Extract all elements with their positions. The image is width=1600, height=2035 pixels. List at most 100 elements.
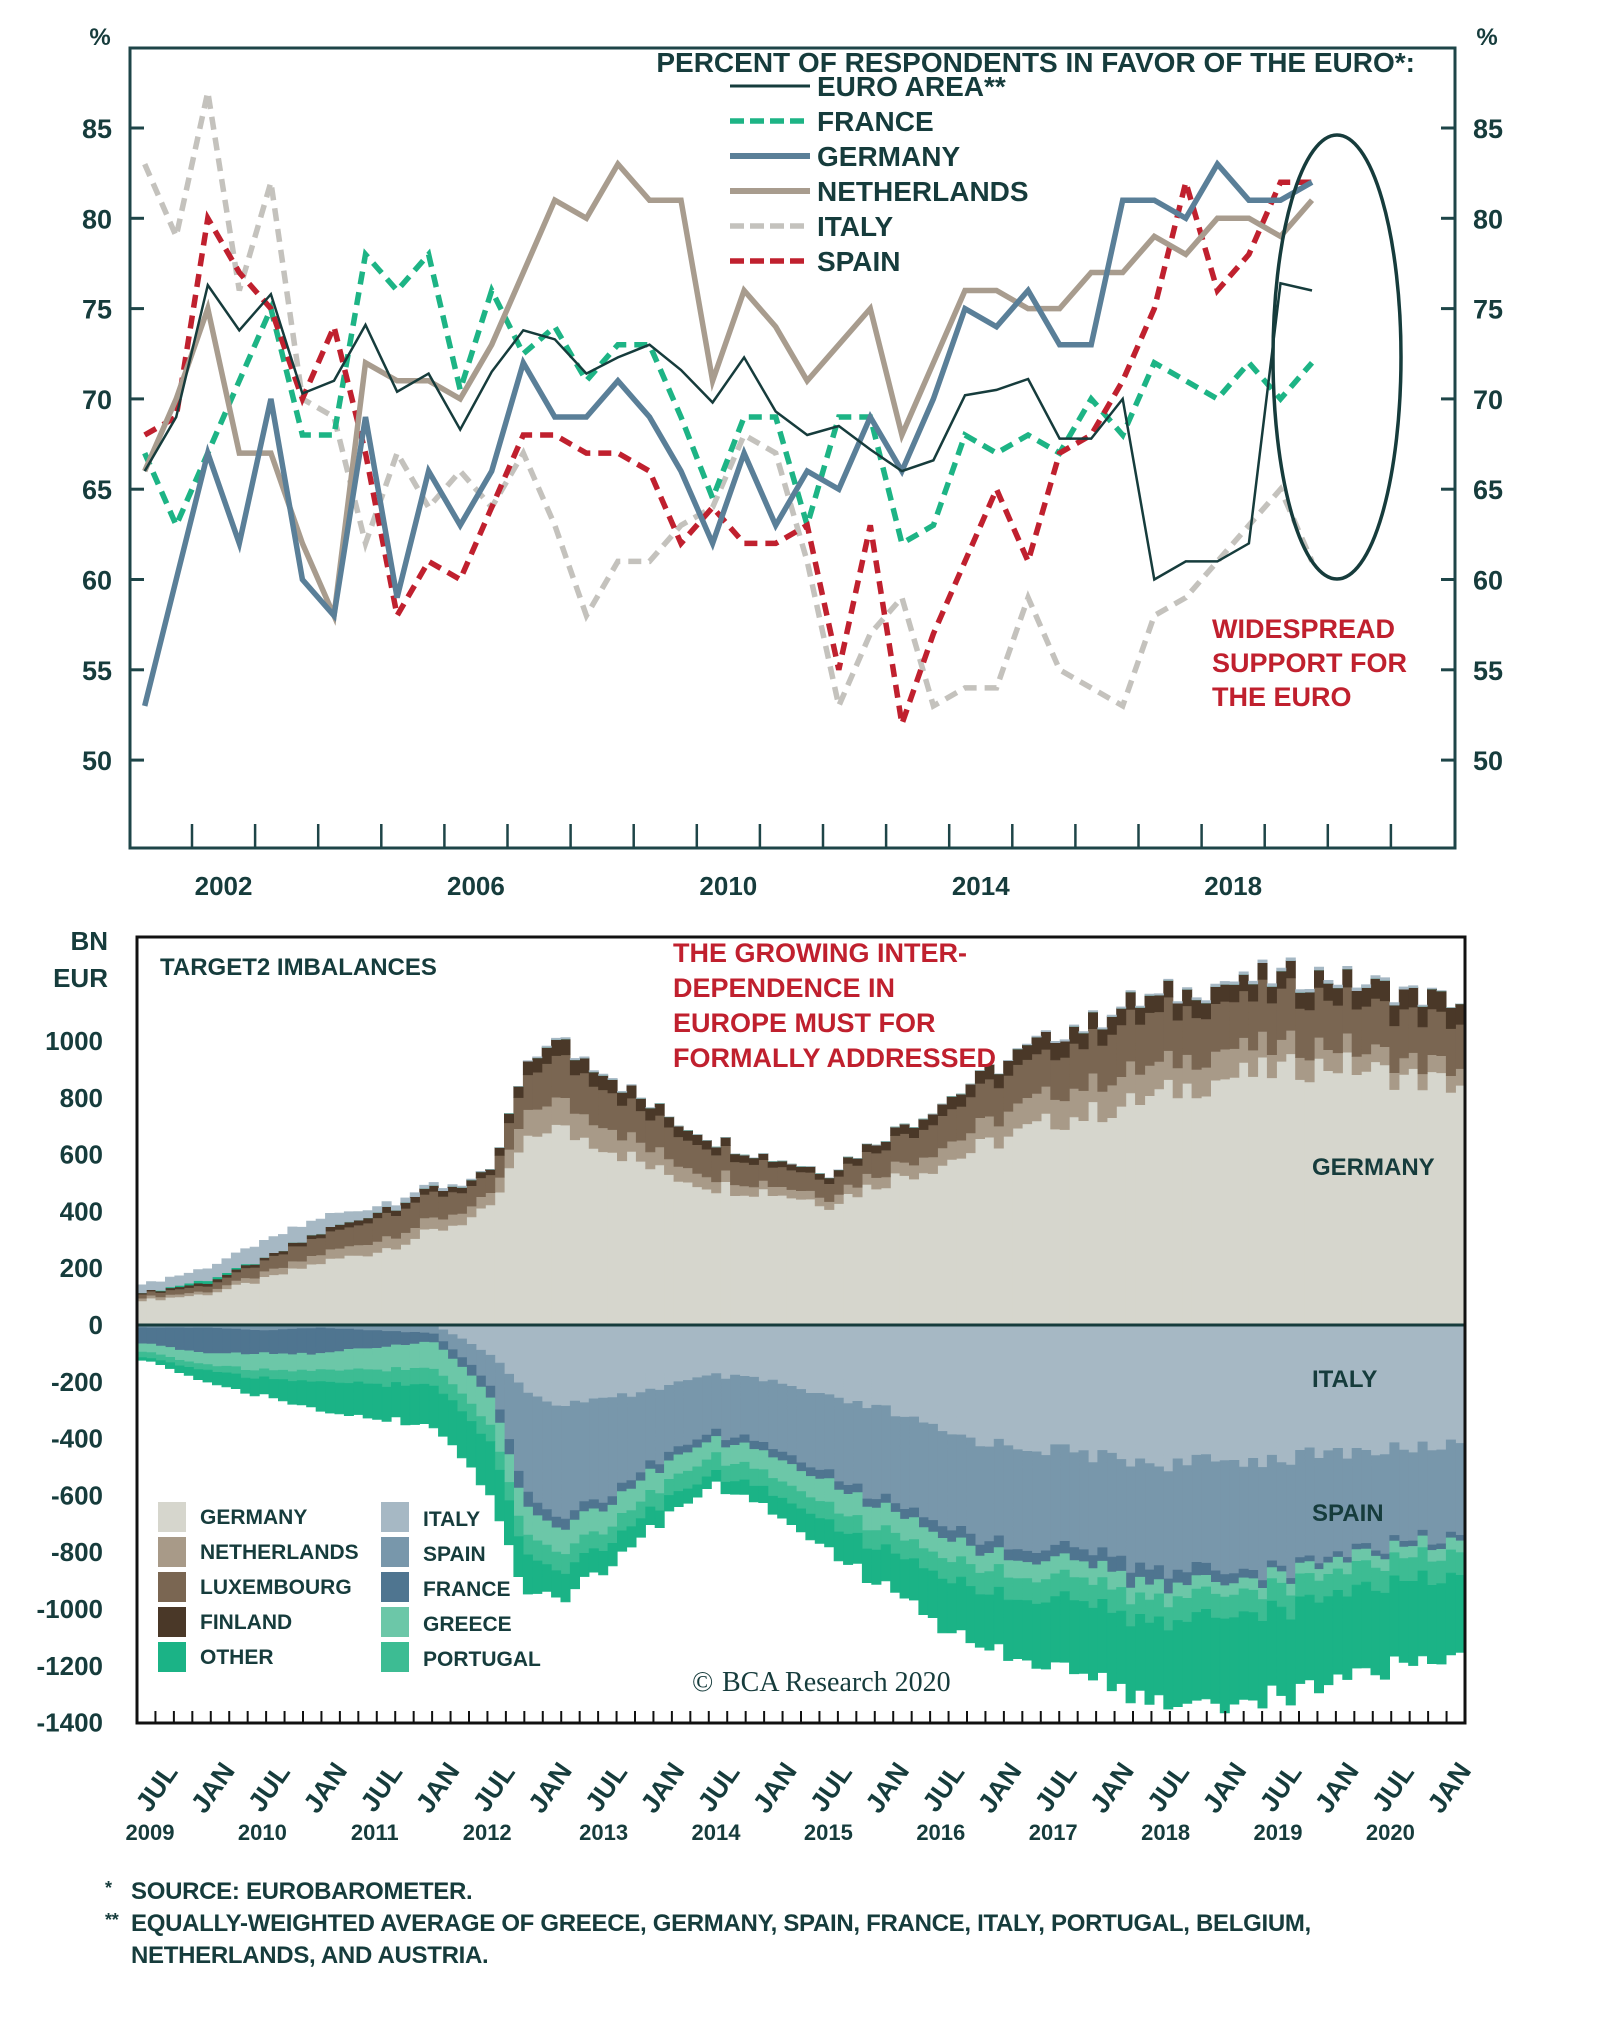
- legend-label-france: FRANCE: [423, 1578, 511, 1601]
- legend-label-euro-area: EURO AREA**: [817, 71, 1006, 102]
- legend-label-netherlands: NETHERLANDS: [200, 1541, 359, 1564]
- top-left-ytick-label: 80: [82, 204, 112, 234]
- bottom-ytick-label: -1000: [37, 1594, 104, 1624]
- footnote-2: ** EQUALLY-WEIGHTED AVERAGE OF GREECE, GE…: [105, 1910, 1311, 1938]
- top-plot-frame: [128, 46, 1457, 850]
- top-right-unit-label: %: [1476, 24, 1497, 51]
- bottom-xtick-label: JUL: [130, 1758, 184, 1817]
- series-line-france: [142, 248, 1315, 548]
- footnote-2-continued: NETHERLANDS, AND AUSTRIA.: [105, 1942, 489, 1970]
- bottom-xtick-label: JAN: [1309, 1757, 1365, 1818]
- bottom-chart-title: TARGET2 IMBALANCES: [160, 954, 437, 981]
- bottom-year-label: 2016: [916, 1820, 965, 1845]
- legend-label-greece: GREECE: [423, 1613, 512, 1636]
- bottom-ytick-label: -1200: [37, 1651, 104, 1681]
- legend-swatch-greece: [381, 1607, 409, 1637]
- top-xtick-label: 2002: [195, 871, 253, 901]
- bottom-annotation-line-3: EUROPE MUST FOR: [673, 1008, 936, 1038]
- legend-label-other: OTHER: [200, 1646, 274, 1669]
- footnote-2-marker: **: [105, 1910, 119, 1930]
- bottom-year-label: 2010: [238, 1820, 287, 1845]
- legend-swatch-italy: [381, 1502, 409, 1532]
- bottom-xtick-label: JUL: [917, 1758, 971, 1817]
- legend-label-spain: SPAIN: [423, 1543, 486, 1566]
- bottom-xtick-label: JAN: [1422, 1757, 1478, 1818]
- top-xtick-label: 2018: [1204, 871, 1262, 901]
- negative-area-other: [136, 1357, 1466, 1714]
- bottom-ytick-label: -200: [51, 1367, 103, 1397]
- euro-support-chart: % % 50 50 55 55 60 60 65 65 70 70 75 75 80 80 85 85 200…: [82, 24, 1503, 901]
- series-line-spain: [143, 171, 1312, 725]
- legend-swatch-france: [381, 1572, 409, 1602]
- legend-label-portugal: PORTUGAL: [423, 1648, 541, 1671]
- bottom-xtick-label: JAN: [298, 1757, 354, 1818]
- top-left-ytick-label: 85: [82, 114, 112, 144]
- top-left-ytick-label: 70: [82, 385, 112, 415]
- top-right-ytick-label: 65: [1473, 475, 1503, 505]
- bottom-unit-label-1: BN: [70, 926, 108, 956]
- bottom-xtick-label: JUL: [692, 1758, 746, 1817]
- bottom-xtick-label: JUL: [242, 1758, 296, 1817]
- bottom-xtick-label: JUL: [355, 1758, 409, 1817]
- bottom-year-label: 2009: [126, 1820, 175, 1845]
- legend-label-germany: GERMANY: [200, 1506, 307, 1529]
- top-left-unit-label: %: [89, 24, 110, 51]
- top-annotation: WIDESPREAD SUPPORT FOR THE EURO: [1212, 614, 1407, 712]
- footnote-1: * SOURCE: EUROBAROMETER.: [105, 1878, 473, 1906]
- bottom-xtick-label: JAN: [635, 1757, 691, 1818]
- legend-label-luxembourg: LUXEMBOURG: [200, 1576, 352, 1599]
- bottom-ytick-label: -800: [51, 1537, 103, 1567]
- bottom-legend: GERMANY NETHERLANDS LUXEMBOURG FINLAND OTHER…: [158, 1502, 541, 1672]
- legend-label-finland: FINLAND: [200, 1611, 292, 1634]
- copyright-icon: ©: [692, 1667, 713, 1698]
- legend-swatch-portugal: [381, 1642, 409, 1672]
- legend-label-netherlands: NETHERLANDS: [817, 176, 1029, 207]
- bottom-xtick-label: JAN: [1197, 1757, 1253, 1818]
- legend-swatch-luxembourg: [158, 1572, 186, 1602]
- highlight-ellipse: [1271, 133, 1403, 581]
- inline-label-italy: ITALY: [1312, 1366, 1377, 1393]
- bottom-unit-label-2: EUR: [53, 963, 108, 993]
- top-left-ytick-label: 75: [82, 295, 112, 325]
- series-line-italy: [142, 91, 1315, 715]
- top-xtick-label: 2006: [447, 871, 505, 901]
- annotation-line-1: WIDESPREAD: [1212, 614, 1395, 644]
- bottom-year-label: 2013: [579, 1820, 628, 1845]
- series-line-euro-area: [143, 281, 1313, 582]
- legend-label-germany: GERMANY: [817, 141, 960, 172]
- top-right-ytick-label: 75: [1473, 295, 1503, 325]
- annotation-line-2: SUPPORT FOR: [1212, 648, 1407, 678]
- bottom-xtick-label: JAN: [522, 1757, 578, 1818]
- bottom-xtick-label: JAN: [185, 1757, 241, 1818]
- legend-swatch-other: [158, 1642, 186, 1672]
- bottom-year-label: 2018: [1141, 1820, 1190, 1845]
- top-left-ytick-label: 65: [82, 475, 112, 505]
- target2-chart: 1000 800 600 400 200 0 -200 -400 -600 -800 -1000 -1…: [37, 926, 1478, 1845]
- bottom-xtick-label: JUL: [804, 1758, 858, 1817]
- bottom-xtick-label: JAN: [410, 1757, 466, 1818]
- bottom-year-label: 2019: [1254, 1820, 1303, 1845]
- series-line-netherlands: [142, 159, 1315, 626]
- bottom-ytick-label: -400: [51, 1424, 103, 1454]
- top-left-ytick-label: 50: [82, 746, 112, 776]
- bottom-ytick-label: 200: [60, 1253, 103, 1283]
- top-chart-title: PERCENT OF RESPONDENTS IN FAVOR OF THE E…: [656, 47, 1415, 78]
- legend-label-spain: SPAIN: [817, 246, 901, 277]
- watermark: © BCA Research 2020: [692, 1667, 951, 1698]
- bottom-xtick-label: JUL: [1366, 1758, 1420, 1817]
- bottom-xtick-label: JAN: [860, 1757, 916, 1818]
- top-left-ytick-label: 60: [82, 566, 112, 596]
- bottom-ytick-label: 0: [89, 1310, 103, 1340]
- legend-swatch-finland: [158, 1607, 186, 1637]
- bottom-ytick-label: -600: [51, 1480, 103, 1510]
- bottom-xtick-label: JUL: [1254, 1758, 1308, 1817]
- footnote-1-text: SOURCE: EUROBAROMETER.: [131, 1878, 473, 1905]
- top-right-ytick-label: 80: [1473, 204, 1503, 234]
- bottom-xtick-label: JAN: [972, 1757, 1028, 1818]
- bottom-annotation-line-1: THE GROWING INTER-: [673, 938, 967, 968]
- bottom-xtick-label: JUL: [579, 1758, 633, 1817]
- top-right-ytick-label: 50: [1473, 746, 1503, 776]
- bottom-annotation-line-2: DEPENDENCE IN: [673, 973, 895, 1003]
- bottom-xtick-label: JAN: [1084, 1757, 1140, 1818]
